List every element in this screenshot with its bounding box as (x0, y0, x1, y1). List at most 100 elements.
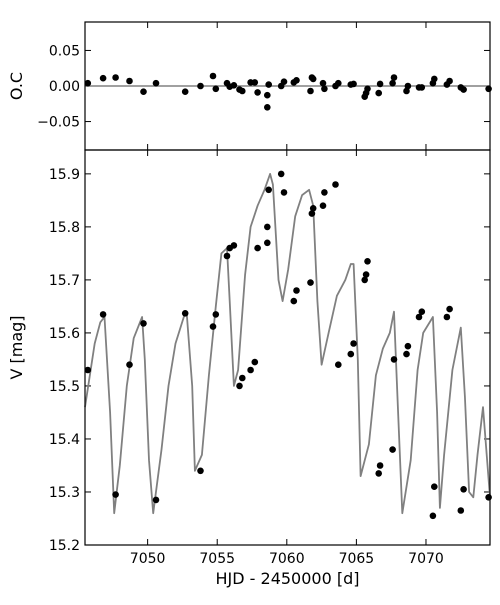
oc-residual-point (321, 85, 328, 93)
oc-residual-point (335, 79, 342, 87)
x-tick-label: 7070 (408, 551, 444, 567)
observed-magnitude-point (247, 366, 254, 374)
observed-magnitude-point (403, 350, 410, 358)
oc-residual-point (181, 88, 189, 95)
observed-magnitude-point (308, 210, 316, 217)
oc-residual-point (264, 91, 271, 99)
y-tick-label: 15.6 (49, 326, 80, 342)
observed-magnitude-point (332, 181, 339, 188)
observed-magnitude-point (375, 470, 383, 477)
observed-magnitude-point (236, 382, 243, 390)
observed-magnitude-point (112, 491, 119, 498)
oc-residual-point (364, 85, 371, 93)
observed-magnitude-point (429, 512, 437, 520)
lightcurve-panel: 7050 7055 7060 7065 7070 15.2 15.3 15.4 15.5 15.6… (7, 149, 492, 588)
oc-residual-point (293, 77, 300, 84)
oc-residual-point (197, 82, 204, 90)
observed-magnitude-point (99, 311, 107, 318)
x-tick-label: 7050 (130, 551, 166, 567)
oc-residual-point (376, 80, 384, 88)
observed-magnitude-point (181, 310, 189, 317)
oc-residual-point (390, 74, 398, 81)
observed-magnitude-point (457, 507, 465, 514)
x-tick-label: 7065 (339, 551, 375, 567)
observed-magnitude-point (277, 170, 285, 178)
oc-residual-point (152, 79, 160, 87)
observed-magnitude-point (443, 313, 451, 321)
y-tick-label: 15.9 (49, 167, 80, 183)
observed-magnitude-point (460, 486, 467, 493)
observed-magnitude-point (321, 189, 328, 196)
observed-magnitude-point (140, 320, 147, 327)
oc-residual-point (280, 78, 288, 85)
axes-frame (84, 149, 491, 546)
observed-magnitude-point (404, 342, 412, 350)
observed-magnitude-point (376, 462, 384, 469)
oc-residual-point (99, 74, 107, 82)
y-tick-label: −0.05 (37, 115, 80, 131)
oc-residual-point (319, 79, 327, 87)
observed-magnitude-point (389, 446, 396, 453)
observed-magnitude-point (254, 244, 261, 252)
oc-residual-point (375, 89, 383, 97)
observed-magnitude-point (364, 258, 371, 265)
oc-residual-point (350, 80, 357, 88)
observed-magnitude-point (126, 361, 133, 369)
oc-residual-point (126, 77, 133, 85)
observed-magnitude-point (197, 467, 204, 475)
observed-magnitude-point (212, 311, 220, 318)
y-axis-label: O.C (7, 72, 26, 100)
observed-magnitude-point (309, 205, 317, 212)
x-tick-label: 7060 (269, 551, 305, 567)
y-tick-label: 0.05 (49, 43, 80, 59)
y-tick-label: 15.2 (49, 538, 80, 554)
observed-magnitude-point (347, 350, 355, 358)
observed-magnitude-point (362, 271, 370, 278)
observed-magnitude-point (264, 239, 271, 247)
y-axis-label: V [mag] (7, 315, 26, 379)
model-light-curve-line (84, 172, 491, 515)
oc-residual-point (389, 79, 396, 87)
observed-magnitude-point (290, 297, 298, 305)
observed-magnitude-point (223, 252, 231, 260)
oc-residual-point (84, 79, 92, 87)
observed-magnitude-point (265, 186, 273, 194)
oc-residual-point (265, 81, 273, 88)
observed-magnitude-point (361, 276, 369, 284)
y-tick-label: 15.3 (49, 485, 80, 501)
observed-magnitude-point (84, 366, 92, 374)
observed-magnitude-point (209, 323, 217, 330)
observed-magnitude-point (307, 279, 314, 286)
x-axis-label: HJD - 2450000 [d] (216, 569, 360, 588)
observed-magnitude-point (264, 223, 271, 231)
observed-magnitude-point (390, 356, 398, 363)
oc-residual-point (404, 82, 412, 90)
observed-magnitude-point (319, 202, 327, 209)
oc-residual-point (209, 72, 217, 80)
oc-residual-point (485, 85, 492, 93)
y-tick-label: 15.7 (49, 273, 80, 289)
observed-magnitude-point (293, 287, 300, 294)
observed-magnitude-point (230, 242, 238, 249)
y-tick-label: 15.4 (49, 432, 80, 448)
oc-residual-point (112, 74, 119, 81)
y-tick-label: 0.00 (49, 79, 80, 95)
observed-magnitude-point (350, 340, 357, 347)
observed-magnitude-point (431, 483, 438, 491)
oc-residual-point (212, 85, 220, 93)
oc-residual-point (239, 87, 246, 95)
observed-magnitude-point (335, 361, 342, 369)
observed-magnitude-point (485, 494, 492, 501)
oc-residual-point (307, 87, 314, 95)
observed-magnitude-point (280, 189, 288, 196)
oc-residual-point (140, 88, 147, 95)
oc-residual-point (431, 75, 438, 83)
observed-magnitude-point (239, 374, 246, 382)
oc-residual-point (403, 87, 410, 95)
oc-residual-point (418, 84, 426, 91)
observed-magnitude-point (251, 358, 259, 366)
oc-residual-point (309, 75, 317, 83)
observed-magnitude-point (418, 308, 426, 316)
oc-residual-point (230, 82, 238, 89)
